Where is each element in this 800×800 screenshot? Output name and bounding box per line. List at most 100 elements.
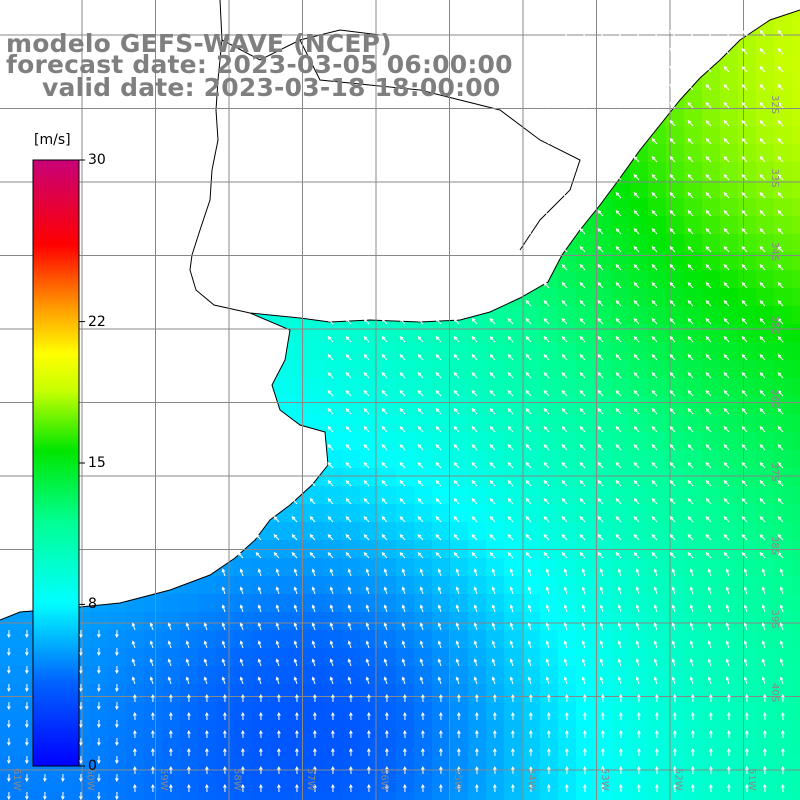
wind-arrow (651, 426, 658, 433)
wind-cell (576, 378, 594, 396)
wind-arrow (471, 462, 478, 469)
wind-arrow (525, 552, 532, 559)
wind-arrow (401, 586, 406, 595)
wind-cell (378, 630, 396, 648)
wind-arrow (543, 390, 550, 397)
wind-arrow (329, 640, 334, 649)
wind-arrow (293, 676, 298, 685)
wind-arrow (546, 711, 551, 721)
wind-cell (0, 738, 18, 756)
wind-cell (342, 324, 360, 342)
wind-arrow (653, 658, 658, 667)
wind-arrow (597, 138, 604, 145)
wind-arrow (615, 264, 622, 271)
wind-cell (540, 288, 558, 306)
wind-cell (162, 792, 180, 800)
wind-cell (558, 378, 576, 396)
wind-arrow (669, 282, 676, 289)
wind-arrow (42, 791, 47, 800)
wind-arrow (363, 372, 370, 379)
wind-arrow (384, 783, 389, 793)
wind-cell (702, 558, 720, 576)
wind-arrow (741, 282, 748, 289)
colorbar-tick-label: 8 (88, 596, 97, 613)
wind-arrow (582, 711, 587, 721)
wind-arrow (401, 640, 406, 649)
wind-arrow (579, 444, 586, 451)
wind-cell (738, 594, 756, 612)
wind-cell (162, 774, 180, 792)
wind-arrow (669, 174, 676, 181)
wind-arrow (401, 658, 406, 667)
wind-cell (144, 648, 162, 666)
wind-arrow (723, 48, 730, 55)
wind-arrow (741, 408, 748, 415)
wind-cell (792, 270, 800, 288)
wind-cell (756, 612, 774, 630)
wind-cell (234, 576, 252, 594)
wind-cell (648, 288, 666, 306)
wind-cell (720, 198, 738, 216)
wind-arrow (96, 701, 101, 711)
wind-cell (666, 558, 684, 576)
wind-cell (324, 684, 342, 702)
wind-arrow (363, 318, 370, 325)
wind-cell (216, 630, 234, 648)
wind-cell (486, 594, 504, 612)
wind-arrow (561, 84, 568, 91)
wind-cell (612, 216, 630, 234)
wind-arrow (525, 264, 532, 271)
wind-arrow (597, 246, 604, 253)
wind-arrow (651, 336, 658, 343)
wind-cell (540, 396, 558, 414)
wind-arrow (741, 246, 748, 253)
wind-arrow (491, 604, 496, 613)
wind-cell (702, 234, 720, 252)
wind-cell (738, 738, 756, 756)
wind-cell (630, 234, 648, 252)
wind-cell (306, 504, 324, 522)
wind-arrow (561, 354, 568, 361)
wind-arrow (167, 640, 172, 649)
wind-arrow (671, 622, 676, 631)
wind-arrow (330, 729, 335, 739)
colorbar-tick-label: 15 (88, 455, 106, 471)
wind-cell (612, 450, 630, 468)
wind-cell (432, 594, 450, 612)
wind-cell (270, 522, 288, 540)
wind-cell (738, 720, 756, 738)
wind-cell (702, 108, 720, 126)
wind-arrow (273, 444, 280, 451)
wind-cell (792, 666, 800, 684)
wind-arrow (525, 228, 532, 235)
wind-cell (630, 324, 648, 342)
wind-arrow (96, 773, 101, 783)
wind-arrow (653, 568, 658, 577)
wind-arrow (561, 552, 568, 559)
wind-arrow (528, 765, 533, 775)
wind-cell (378, 684, 396, 702)
wind-arrow (6, 683, 11, 693)
wind-cell (486, 522, 504, 540)
wind-arrow (597, 552, 604, 559)
wind-arrow (419, 568, 424, 577)
wind-cell (432, 522, 450, 540)
wind-cell (594, 702, 612, 720)
wind-arrow (509, 622, 514, 631)
wind-arrow (687, 30, 694, 37)
wind-arrow (759, 552, 766, 559)
wind-cell (378, 396, 396, 414)
wind-cell (612, 486, 630, 504)
wind-arrow (237, 534, 244, 541)
wind-arrow (669, 246, 676, 253)
wind-arrow (759, 120, 766, 127)
wind-arrow (219, 444, 226, 451)
wind-cell (612, 324, 630, 342)
wind-cell (450, 432, 468, 450)
wind-cell (720, 432, 738, 450)
wind-cell (594, 630, 612, 648)
wind-arrow (777, 534, 784, 541)
wind-arrow (417, 444, 424, 451)
wind-arrow (420, 711, 425, 721)
wind-cell (270, 774, 288, 792)
